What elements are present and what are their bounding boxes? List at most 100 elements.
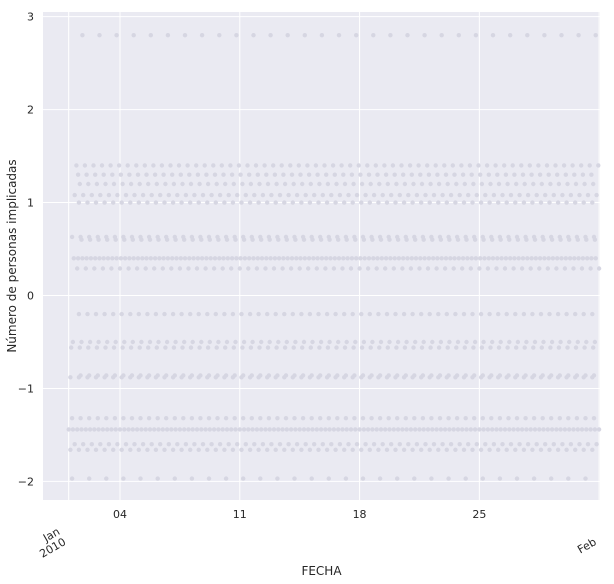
data-point [157, 256, 162, 261]
data-point [406, 442, 411, 447]
data-point [96, 237, 101, 242]
data-point [236, 163, 242, 168]
data-point [504, 447, 509, 452]
data-point [177, 266, 183, 271]
data-point [515, 427, 521, 432]
data-point [288, 266, 294, 271]
data-point [530, 447, 535, 452]
data-point [340, 427, 345, 432]
data-point [419, 345, 425, 350]
data-point [165, 256, 171, 261]
y-axis-label: Número de personas implicadas [5, 159, 19, 352]
data-point [80, 256, 85, 261]
data-point [544, 163, 550, 168]
data-point [121, 373, 126, 378]
data-point [296, 163, 301, 168]
data-point [428, 345, 433, 350]
data-point [268, 256, 273, 261]
data-point [94, 345, 100, 350]
data-point [334, 181, 339, 187]
data-point [199, 339, 204, 345]
data-point [555, 200, 561, 205]
data-point [352, 416, 357, 421]
data-point [247, 256, 252, 261]
data-point [530, 311, 535, 317]
data-point [181, 416, 186, 421]
data-point [484, 163, 490, 168]
data-point [473, 33, 479, 38]
data-point [69, 416, 75, 421]
data-point [378, 237, 384, 242]
data-point [93, 256, 98, 261]
data-point [405, 33, 410, 38]
data-point [104, 416, 109, 421]
data-point [72, 192, 77, 198]
data-point [460, 172, 466, 177]
data-point [427, 311, 432, 317]
data-point [298, 172, 303, 177]
data-point [435, 256, 440, 261]
data-point [126, 266, 131, 271]
data-point [318, 373, 323, 378]
data-point [250, 237, 255, 242]
data-point [277, 442, 283, 447]
data-point [422, 33, 427, 38]
data-point [503, 172, 509, 177]
data-point [408, 427, 414, 432]
data-point [146, 373, 152, 378]
data-point [558, 339, 563, 345]
data-point [182, 33, 188, 38]
data-point [579, 163, 584, 168]
data-point [371, 256, 376, 261]
data-point [222, 311, 227, 317]
data-point [197, 181, 202, 187]
data-point [206, 373, 212, 378]
data-point [455, 427, 461, 432]
data-point [401, 256, 406, 261]
data-point [117, 427, 123, 432]
data-point [262, 163, 267, 168]
data-point [288, 427, 294, 432]
data-point [596, 427, 602, 432]
data-point [115, 192, 120, 198]
data-point [273, 200, 278, 205]
data-point [395, 373, 400, 378]
data-point [376, 447, 381, 452]
data-point [545, 266, 550, 271]
data-point [391, 266, 396, 271]
data-point [409, 256, 414, 261]
data-point [489, 373, 494, 378]
data-point [453, 200, 458, 205]
data-point [370, 339, 375, 345]
data-point [260, 192, 266, 198]
data-point [539, 345, 544, 350]
data-point [335, 416, 340, 421]
data-point [471, 345, 476, 350]
data-point [292, 416, 297, 421]
data-point [121, 476, 126, 481]
data-point [574, 416, 580, 421]
data-point [519, 266, 525, 271]
data-point [155, 373, 160, 378]
data-point [463, 373, 468, 378]
data-point [216, 237, 221, 242]
data-point [138, 476, 143, 481]
data-point [323, 266, 328, 271]
data-point [226, 442, 231, 447]
data-point [103, 181, 108, 187]
data-point [249, 373, 254, 378]
data-point [554, 266, 559, 271]
data-point [288, 163, 293, 168]
data-point [577, 442, 582, 447]
data-point [393, 200, 398, 205]
data-point [479, 345, 485, 350]
data-point [344, 427, 349, 432]
data-point [302, 256, 307, 261]
data-point [293, 237, 298, 242]
data-point [128, 311, 133, 317]
data-point [253, 163, 259, 168]
data-point [318, 237, 324, 242]
data-point [291, 345, 296, 350]
data-point [279, 163, 284, 168]
